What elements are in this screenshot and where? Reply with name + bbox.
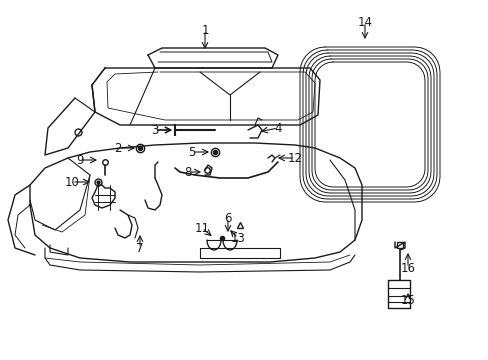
Text: 7: 7 <box>136 242 143 255</box>
Text: 4: 4 <box>274 122 281 135</box>
Text: 13: 13 <box>230 231 245 244</box>
Text: 9: 9 <box>76 153 83 166</box>
Text: 11: 11 <box>194 221 209 234</box>
Text: 15: 15 <box>400 293 415 306</box>
Text: 10: 10 <box>64 175 79 189</box>
Text: 8: 8 <box>184 166 191 179</box>
Text: 12: 12 <box>287 152 302 165</box>
Text: 3: 3 <box>151 123 159 136</box>
Text: 16: 16 <box>400 261 415 274</box>
Text: 14: 14 <box>357 15 372 28</box>
Text: 6: 6 <box>224 211 231 225</box>
Text: 5: 5 <box>188 145 195 158</box>
Text: 2: 2 <box>114 141 122 154</box>
Text: 1: 1 <box>201 23 208 36</box>
